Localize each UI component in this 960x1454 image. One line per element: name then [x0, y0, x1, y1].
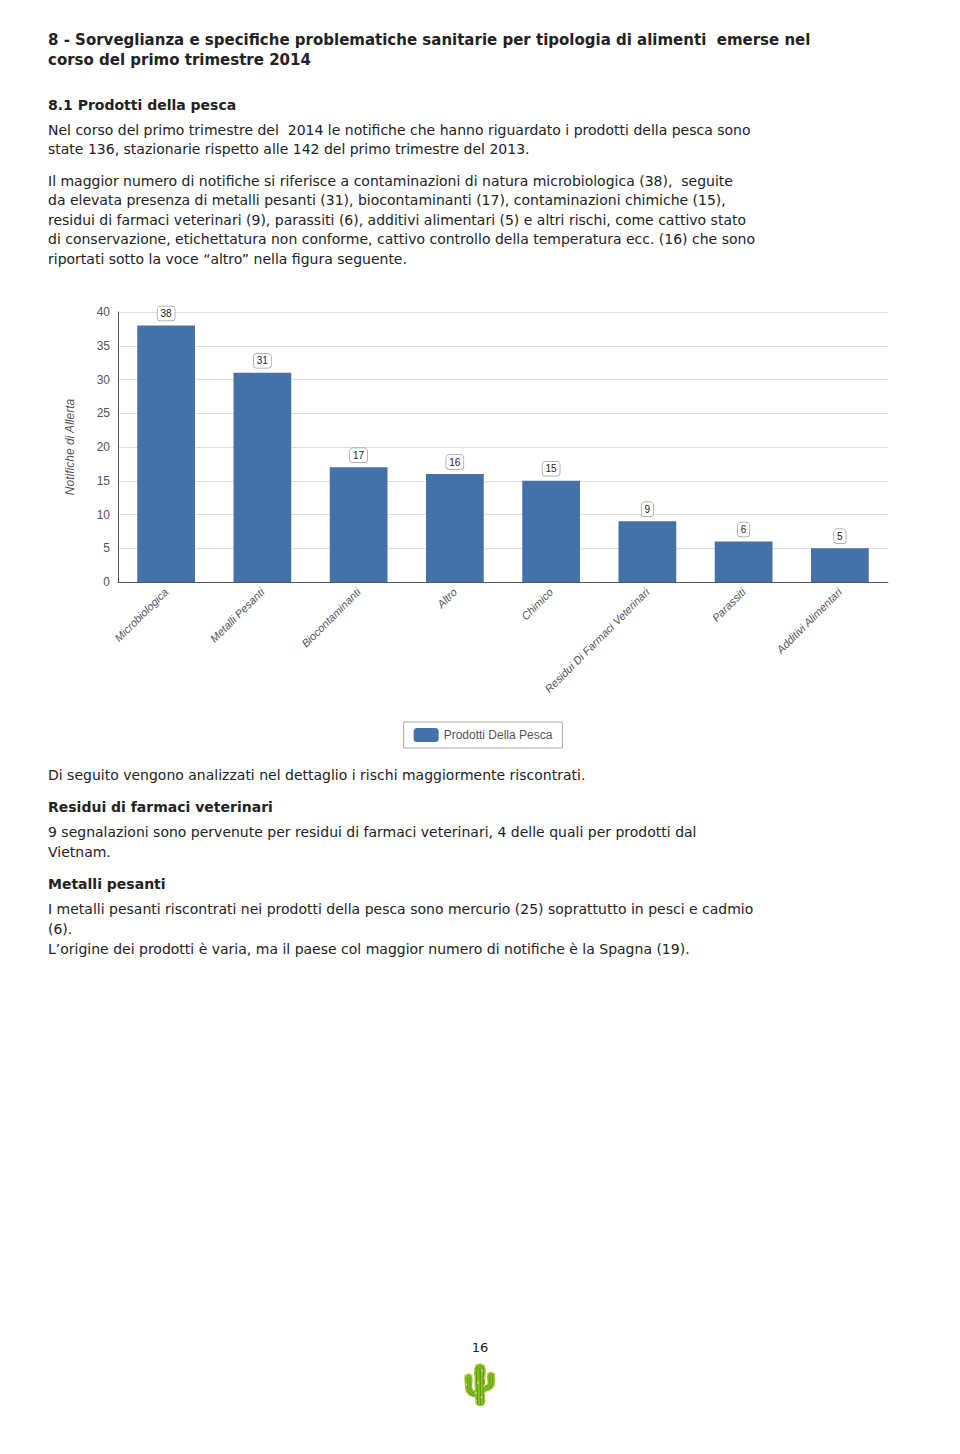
svg-text:16: 16	[449, 456, 461, 467]
svg-text:6: 6	[741, 524, 747, 535]
svg-text:38: 38	[161, 308, 173, 319]
svg-text:Altro: Altro	[434, 585, 459, 610]
svg-text:5: 5	[837, 530, 843, 541]
svg-text:35: 35	[97, 338, 111, 352]
svg-text:10: 10	[97, 507, 111, 521]
svg-text:15: 15	[546, 463, 558, 474]
svg-text:30: 30	[97, 372, 111, 386]
svg-text:25: 25	[97, 406, 111, 420]
svg-text:Notifiche di Allerta: Notifiche di Allerta	[63, 398, 77, 495]
html-text:Metalli pesanti: Metalli pesanti	[48, 876, 166, 893]
svg-text:Biocontaminanti: Biocontaminanti	[299, 585, 363, 649]
svg-text:15: 15	[97, 473, 111, 487]
svg-text:9: 9	[645, 503, 651, 514]
svg-text:5: 5	[103, 541, 110, 555]
svg-text:31: 31	[257, 355, 269, 366]
html-text:8.1 Prodotti della pesca: 8.1 Prodotti della pesca	[48, 96, 237, 113]
html-text:I metalli pesanti riscontrati: I metalli pesanti riscontrati nei prodot…	[48, 901, 754, 957]
svg-text:Residui Di Farmaci Veterinari: Residui Di Farmaci Veterinari	[542, 585, 652, 695]
html-text:8 - Sorveglianza e specifiche: 8 - Sorveglianza e specifiche problemati…	[48, 31, 811, 70]
svg-text:Microbiologica: Microbiologica	[112, 585, 170, 643]
svg-text:0: 0	[103, 575, 110, 589]
svg-text:20: 20	[97, 440, 111, 454]
html-text:9 segnalazioni sono pervenute: 9 segnalazioni sono pervenute per residu…	[48, 824, 697, 860]
html-text:Residui di farmaci veterinari: Residui di farmaci veterinari	[48, 799, 273, 816]
svg-text:Chimico: Chimico	[519, 585, 556, 622]
svg-text:17: 17	[353, 449, 365, 460]
svg-text:40: 40	[97, 305, 111, 319]
svg-text:Prodotti Della Pesca: Prodotti Della Pesca	[444, 728, 553, 742]
svg-text:Additivi Alimentari: Additivi Alimentari	[773, 585, 844, 656]
html-text:Di seguito vengono analizzati: Di seguito vengono analizzati nel dettag…	[48, 766, 586, 783]
html-text:Il maggior numero di notifiche: Il maggior numero di notifiche si riferi…	[48, 172, 755, 268]
svg-text:Parassiti: Parassiti	[710, 585, 749, 624]
html-text:Nel corso del primo trimestre: Nel corso del primo trimestre del 2014 l…	[48, 121, 751, 158]
svg-text:Metalli Pesanti: Metalli Pesanti	[208, 585, 267, 644]
html-text:16: 16	[471, 1340, 489, 1355]
